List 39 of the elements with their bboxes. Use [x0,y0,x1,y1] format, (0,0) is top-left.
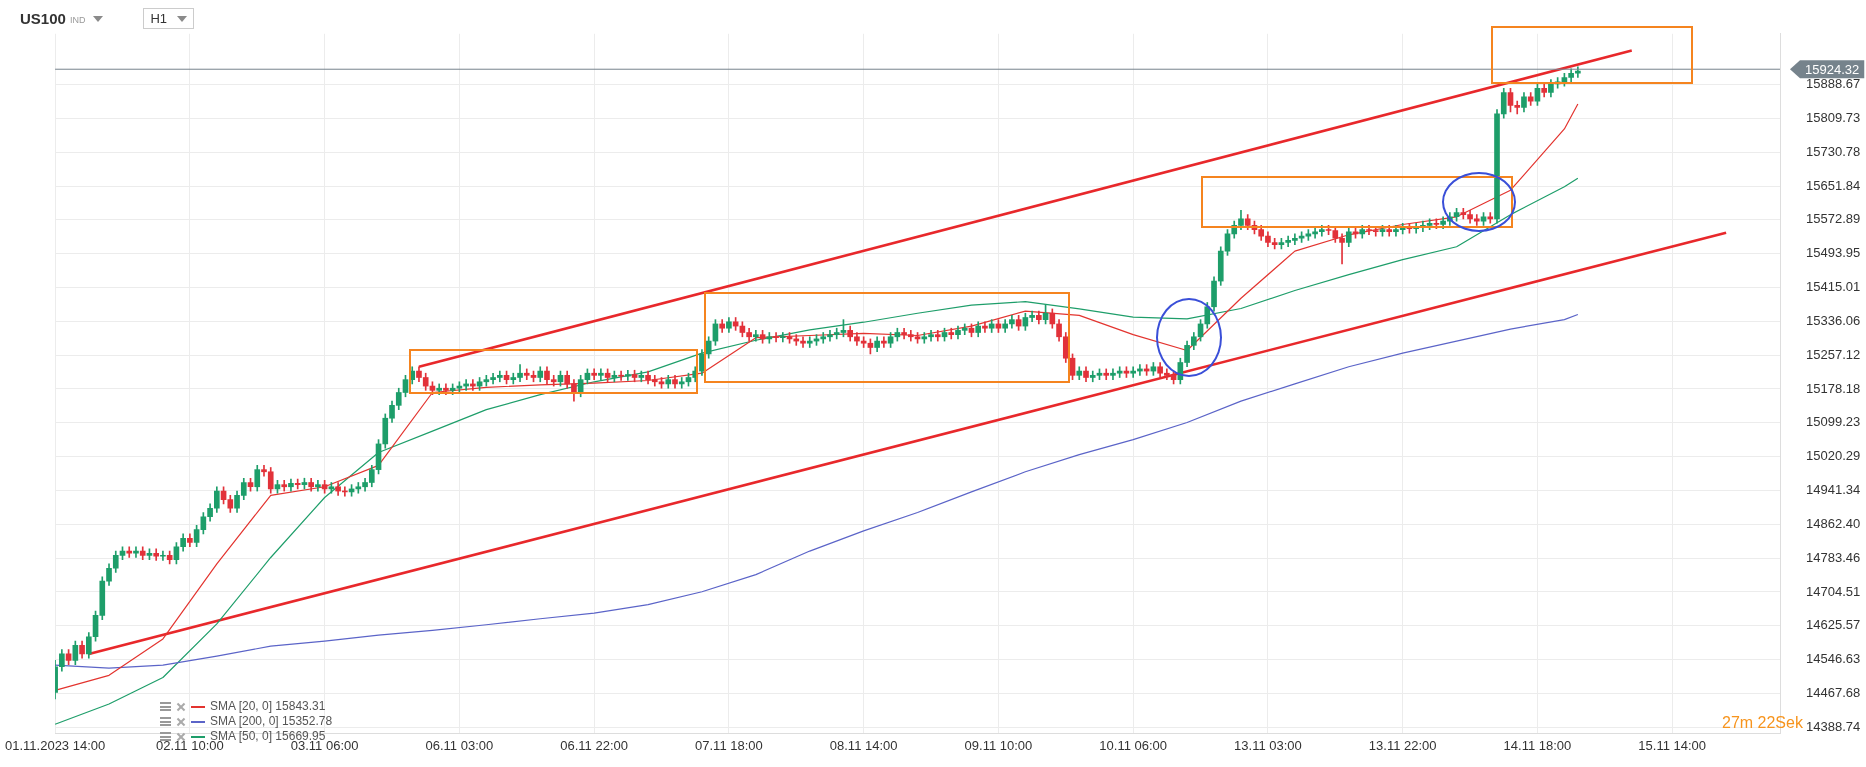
candlestick [625,369,631,381]
x-tick-label: 09.11 10:00 [964,737,1033,753]
y-tick-label: 14467.68 [1806,685,1861,701]
legend-label: SMA [20, 0] 15843.31 [210,699,326,714]
y-tick-label: 15651.84 [1806,177,1861,193]
x-tick-label: 15.11 14:00 [1638,737,1707,753]
x-tick-label: 10.11 06:00 [1099,737,1168,753]
y-tick-label: 14546.63 [1806,651,1861,667]
y-tick-label: 15020.29 [1806,448,1861,464]
x-tick-label: 06.11 22:00 [560,737,629,753]
chart-title: US100 [20,10,66,27]
y-tick-label: 15415.01 [1806,279,1861,295]
y-tick-label: 14783.46 [1806,549,1861,565]
x-tick-label: 08.11 14:00 [829,737,898,753]
x-tick-label: 01.11.2023 14:00 [5,737,106,753]
legend-label: SMA [200, 0] 15352.78 [210,714,333,729]
y-tick-label: 15178.18 [1806,380,1861,396]
x-tick-label: 14.11 18:00 [1503,737,1572,753]
y-tick-label: 14941.34 [1806,482,1861,498]
y-tick-label: 15257.12 [1806,346,1861,362]
text: H1 [150,11,167,26]
x-tick-label: 06.11 03:00 [425,737,494,753]
y-tick-label: 14388.74 [1806,718,1861,734]
y-tick-label: 14862.40 [1806,515,1861,531]
y-tick-label: 15336.06 [1806,312,1861,328]
x-tick-label: 07.11 18:00 [695,737,763,753]
annotation: 27m 22Sek [1722,714,1803,732]
y-tick-label: 15572.89 [1806,211,1861,227]
y-tick-label: 15730.78 [1806,143,1861,159]
y-tick-label: 15809.73 [1806,109,1861,125]
x-tick-label: 13.11 03:00 [1234,737,1302,753]
ref-line-label: 15924.32 [1805,61,1860,77]
chart-subtitle: IND [69,15,86,25]
x-tick-label: 13.11 22:00 [1368,737,1437,753]
y-tick-label: 15493.95 [1806,245,1861,261]
y-tick-label: 14625.57 [1806,617,1861,633]
y-tick-label: 15888.67 [1806,76,1861,92]
y-tick-label: 15099.23 [1806,414,1861,430]
y-tick-label: 14704.51 [1806,583,1861,599]
